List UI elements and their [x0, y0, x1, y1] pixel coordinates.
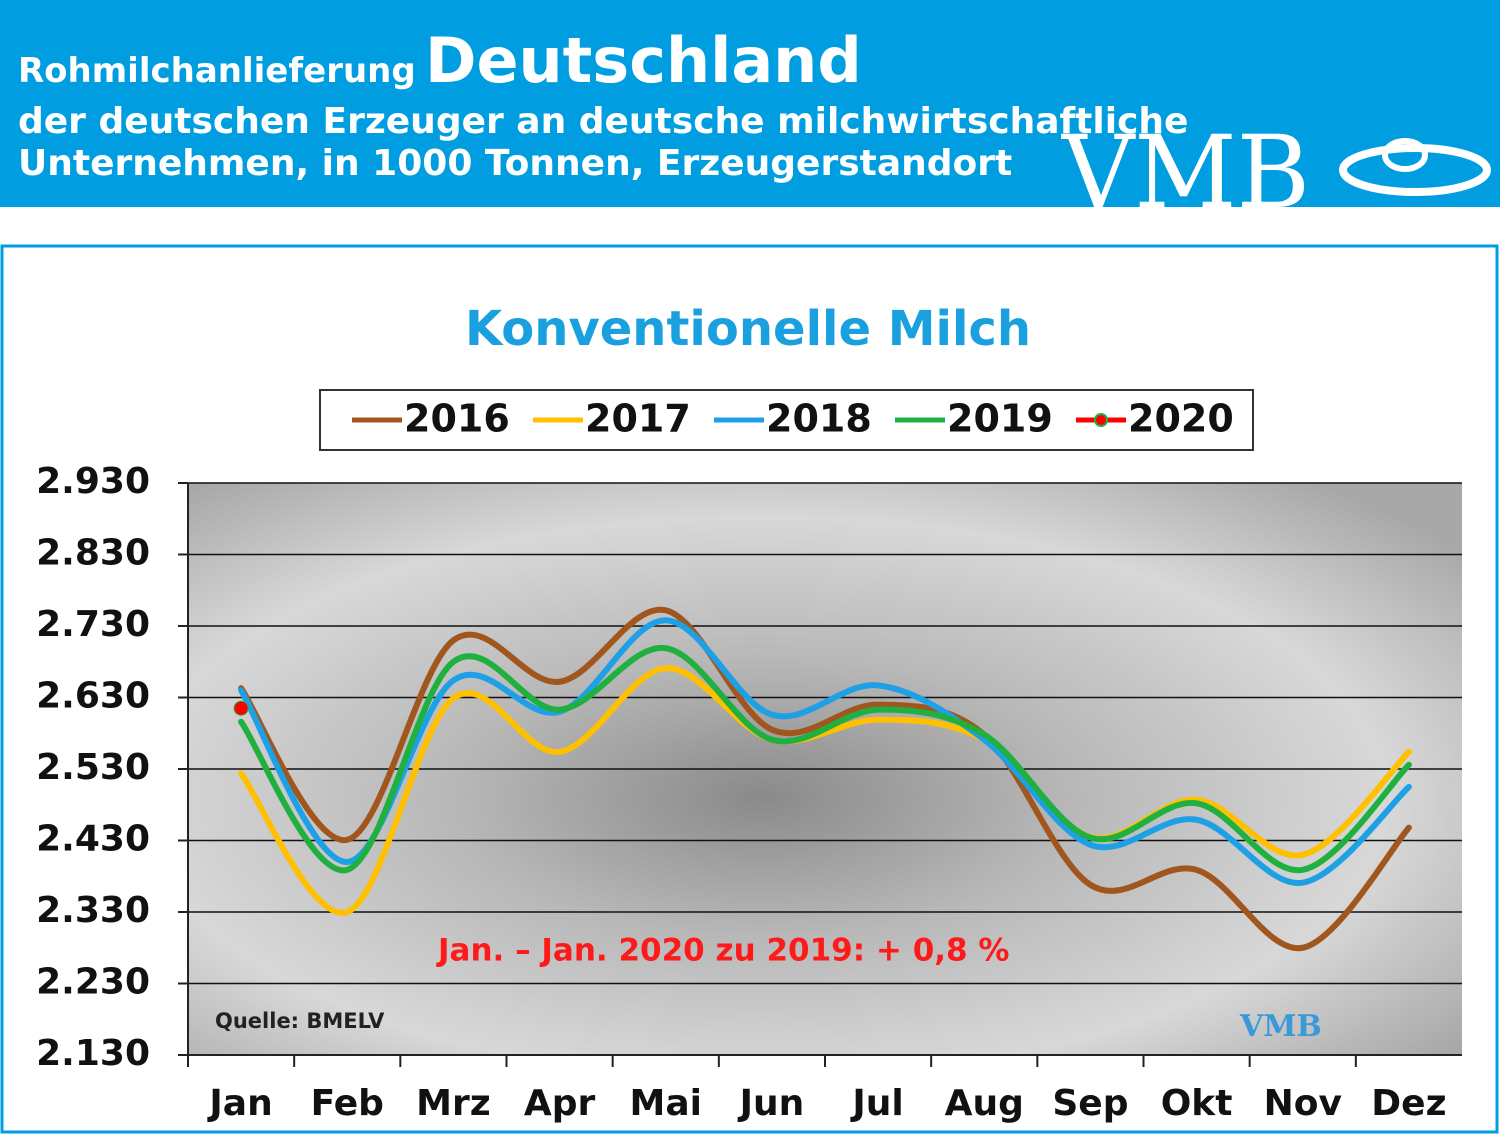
x-tick-label: Jun — [737, 1083, 805, 1124]
series-point — [233, 700, 249, 716]
header-band — [0, 0, 1500, 207]
y-tick-label: 2.730 — [36, 604, 150, 645]
header-title-big: Deutschland — [425, 24, 862, 97]
chart-title: Konventionelle Milch — [465, 301, 1031, 357]
x-tick-label: Mai — [630, 1083, 702, 1124]
x-tick-label: Nov — [1264, 1083, 1342, 1124]
x-tick-label: Jan — [206, 1083, 272, 1124]
watermark: VMB — [1239, 1009, 1322, 1044]
logo-ring — [1339, 144, 1491, 196]
x-tick-label: Jul — [849, 1083, 903, 1124]
legend-label: 2020 — [1128, 397, 1234, 441]
legend-marker — [1094, 413, 1108, 427]
y-tick-label: 2.130 — [36, 1033, 150, 1074]
legend-label: 2016 — [404, 397, 510, 441]
y-tick-label: 2.930 — [36, 461, 150, 502]
series-line — [238, 617, 1412, 886]
series-line — [238, 606, 1412, 951]
x-tick-label: Apr — [524, 1083, 596, 1124]
source: Quelle: BMELV — [215, 1009, 385, 1033]
legend-label: 2018 — [766, 397, 872, 441]
header-title-small: Rohmilchanlieferung — [18, 51, 416, 91]
legend-label: 2019 — [947, 397, 1053, 441]
series-line — [238, 645, 1412, 874]
header-subtitle: der deutschen Erzeuger an deutsche milch… — [18, 101, 1188, 142]
y-tick-label: 2.430 — [36, 819, 150, 860]
y-tick-label: 2.330 — [36, 890, 150, 931]
x-tick-label: Mrz — [416, 1083, 491, 1124]
x-tick-label: Dez — [1371, 1083, 1446, 1124]
legend-label: 2017 — [585, 397, 691, 441]
logo-drop — [1382, 138, 1428, 172]
y-tick-label: 2.530 — [36, 747, 150, 788]
annotation: Jan. – Jan. 2020 zu 2019: + 0,8 % — [436, 933, 1009, 969]
y-tick-label: 2.630 — [36, 676, 150, 717]
y-tick-label: 2.830 — [36, 533, 150, 574]
x-tick-label: Feb — [311, 1083, 384, 1124]
header-subtitle: Unternehmen, in 1000 Tonnen, Erzeugersta… — [18, 143, 1012, 184]
x-tick-label: Okt — [1161, 1083, 1233, 1124]
y-tick-label: 2.230 — [36, 962, 150, 1003]
x-tick-label: Sep — [1052, 1083, 1128, 1124]
header-logo: VMB — [1061, 114, 1310, 231]
x-tick-label: Aug — [945, 1083, 1024, 1124]
